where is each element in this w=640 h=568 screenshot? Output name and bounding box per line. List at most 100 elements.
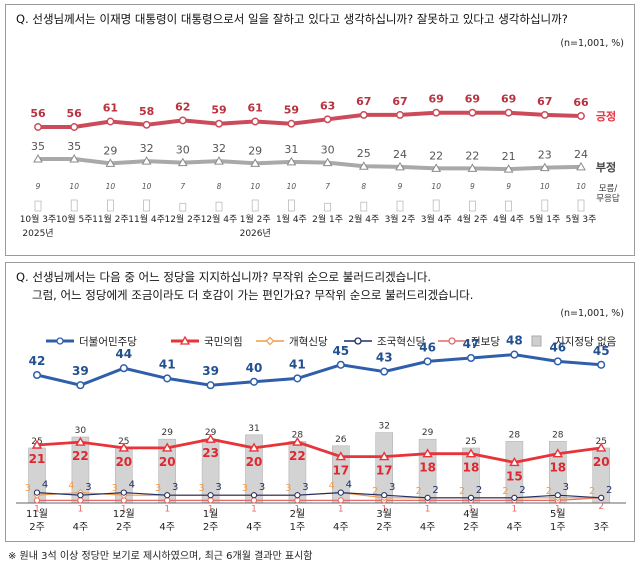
negative-point [576, 161, 586, 171]
party-x-tick-month: 5월 [550, 508, 566, 520]
minor-series-label: 3 [259, 482, 265, 493]
approval-chart-panel: Q. 선생님께서는 이재명 대통령이 대통령으로서 일을 잘하고 있다고 생각하… [5, 4, 635, 256]
ppp-label: 22 [289, 449, 306, 463]
minor-series-label: 1 [425, 504, 431, 514]
minor-series-label: 1 [34, 504, 40, 514]
minor-series-point [424, 494, 431, 501]
dontknow-label: 7 [180, 182, 185, 191]
ppp-point [595, 442, 607, 452]
minor-series-label: 1 [251, 504, 257, 514]
party-sample-size: (n=1,001, %) [560, 308, 624, 319]
ppp-label: 20 [115, 455, 132, 469]
positive-line [38, 110, 582, 129]
party-x-tick-month: 11월 [26, 508, 48, 520]
approval-x-tick: 12월 2주 [164, 213, 201, 225]
positive-point [540, 110, 549, 119]
nopart-label: 29 [161, 428, 173, 438]
approval-x-tick: 11월 4주 [128, 213, 165, 225]
positive-point [178, 116, 187, 125]
negative-point [395, 161, 405, 171]
dontknow-bar [287, 199, 295, 212]
party-x-tick-month: 2월 [290, 508, 306, 520]
approval-x-tick: 2월 4주 [348, 213, 379, 225]
approval-x-tick: 4월 2주 [457, 213, 488, 225]
ppp-label: 18 [463, 461, 480, 475]
minjoo-label: 39 [72, 364, 89, 378]
party-x-tick-week: 2주 [116, 522, 132, 533]
nopart-label: 25 [595, 437, 606, 447]
footnote: ※ 원내 3석 이상 정당만 보기로 제시하였으며, 최근 6개월 결과만 표시… [8, 551, 313, 562]
party-x-tick-month: 12월 [113, 508, 135, 520]
negative-label: 21 [502, 150, 516, 163]
minor-series-line [37, 497, 602, 501]
minjoo-point [293, 374, 302, 383]
ppp-label: 18 [419, 461, 436, 475]
minor-series-point [120, 489, 127, 496]
dontknow-label: 8 [217, 182, 222, 191]
ppp-label: 15 [506, 469, 523, 483]
negative-label: 24 [574, 148, 588, 161]
positive-point [251, 117, 260, 126]
ppp-point [31, 439, 43, 449]
minor-series-label: 3 [302, 482, 308, 493]
negative-label: 23 [538, 149, 552, 162]
positive-label: 61 [248, 102, 263, 115]
dontknow-bar [505, 200, 513, 212]
negative-point [358, 161, 369, 170]
dontknow-label: 9 [506, 182, 511, 191]
minor-series-label: 1 [555, 504, 561, 514]
minor-series-label: 2 [546, 486, 552, 497]
minor-series-label: 1 [121, 504, 127, 514]
minor-series-point [294, 492, 301, 499]
approval-x-tick: 10월 3주 [20, 213, 57, 225]
nopart-label: 28 [552, 430, 564, 440]
minor-series-label: 4 [68, 481, 74, 492]
minor-series-label: 3 [25, 483, 31, 494]
ppp-line [36, 437, 602, 464]
positive-label: 58 [139, 105, 154, 118]
approval-x-tick: 10월 5주 [56, 213, 93, 225]
minjoo-label: 42 [29, 354, 46, 368]
minor-series-point [554, 492, 561, 499]
negative-point [250, 158, 261, 167]
ppp-label: 22 [72, 449, 89, 463]
positive-label: 59 [211, 104, 226, 117]
ppp-label: 20 [593, 455, 610, 469]
minjoo-point [76, 381, 85, 390]
dontknow-bar [432, 199, 440, 212]
party-x-tick-week: 4주 [159, 522, 175, 533]
dontknow-bar [468, 200, 476, 212]
nopart-label: 30 [75, 426, 87, 436]
dontknow-label: 10 [431, 182, 441, 191]
party-chart-panel: Q. 선생님께서는 다음 중 어느 정당을 지지하십니까? 무작위 순으로 불러… [5, 262, 635, 542]
negative-label: 24 [393, 148, 407, 161]
party-x-tick-week: 4주 [246, 522, 262, 533]
negative-point [214, 156, 224, 165]
party-x-tick-week: 3주 [593, 522, 609, 533]
dontknow-label: 9 [398, 182, 403, 191]
minor-series-label: 2 [432, 485, 438, 496]
negative-label: 22 [465, 149, 479, 162]
minor-series-label: 2 [589, 486, 595, 497]
approval-x-tick: 1월 2주 [240, 213, 271, 225]
minor-series-label: 3 [242, 483, 248, 494]
legend-label: 조국혁신당 [377, 336, 426, 348]
minjoo-label: 47 [463, 337, 480, 351]
negative-point [69, 153, 80, 163]
dontknow-bar [577, 199, 585, 212]
minjoo-point [249, 377, 259, 386]
minor-series-label: 1 [208, 504, 214, 514]
minor-series-label: 2 [372, 486, 378, 497]
minor-series-label: 3 [112, 483, 118, 494]
approval-x-tick: 11월 2주 [92, 213, 129, 225]
legend-label: 더불어민주당 [79, 336, 137, 348]
minor-series-label: 2 [459, 486, 465, 497]
legend-label: 지지정당 없음 [555, 335, 617, 348]
dontknow-label: 10 [540, 182, 550, 191]
minjoo-point [206, 381, 215, 390]
approval-x-tick: 3월 4주 [421, 213, 452, 225]
dontknow-label: 10 [576, 182, 586, 191]
dontknow-label: 7 [325, 182, 330, 191]
party-x-tick-week: 2주 [376, 522, 392, 533]
approval-x-tick: 4월 4주 [493, 213, 524, 225]
